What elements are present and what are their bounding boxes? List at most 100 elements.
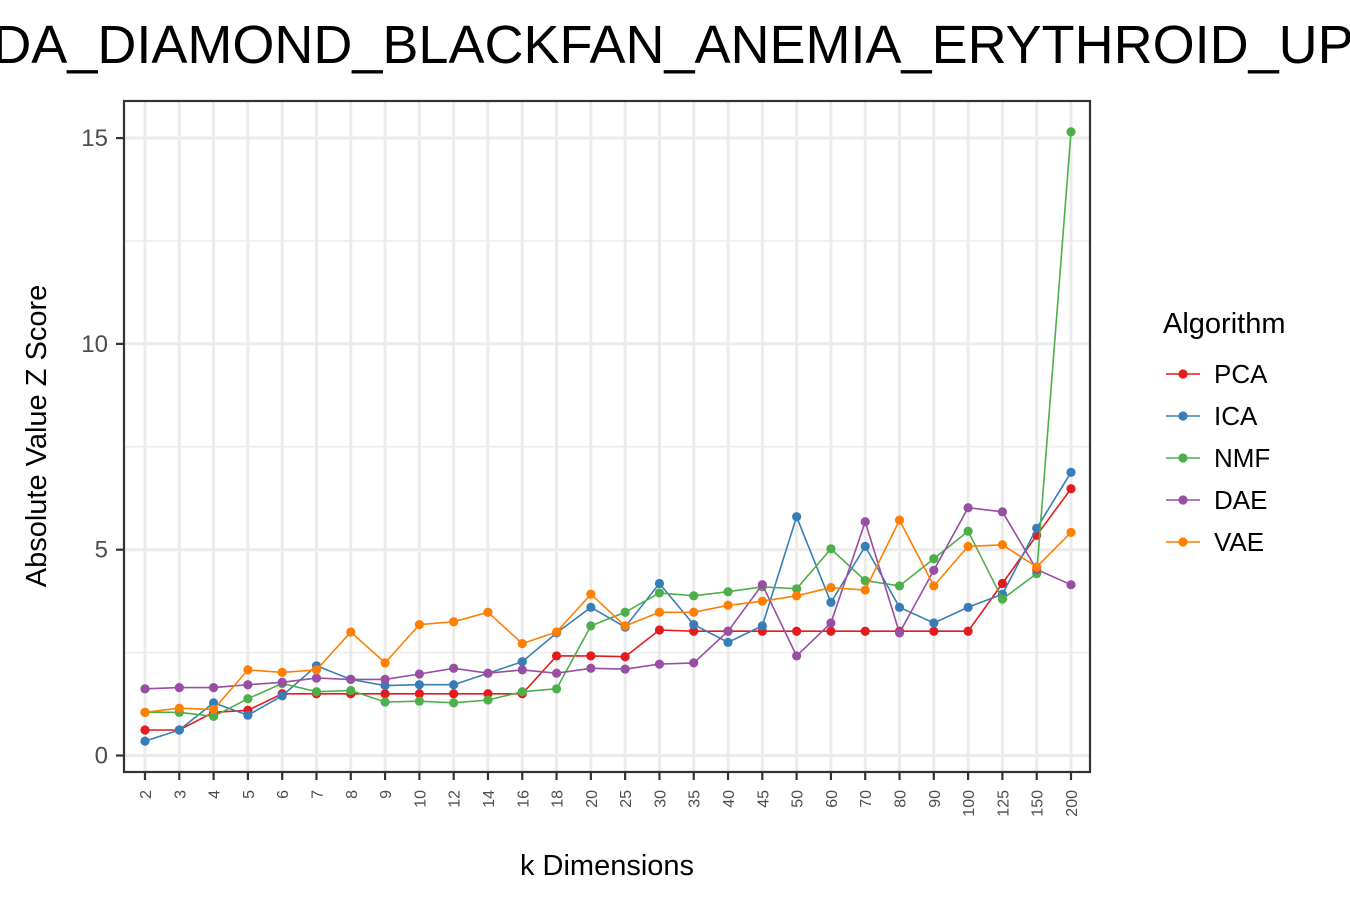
legend-label: ICA xyxy=(1214,401,1258,431)
data-point-vae xyxy=(1066,527,1076,538)
data-point-nmf xyxy=(997,594,1008,604)
data-point-dae xyxy=(311,673,322,683)
legend-item-ica: ICA xyxy=(1166,401,1258,431)
data-point-nmf xyxy=(963,526,973,536)
data-point-dae xyxy=(414,669,424,679)
x-tick-label: 70 xyxy=(858,790,875,808)
x-tick-label: 60 xyxy=(824,790,841,808)
legend-label: VAE xyxy=(1214,527,1264,557)
x-tick-label: 10 xyxy=(412,790,429,808)
data-point-nmf xyxy=(723,587,733,597)
data-point-dae xyxy=(894,628,905,638)
data-point-pca xyxy=(414,689,424,699)
x-tick-label: 18 xyxy=(550,790,567,808)
data-point-vae xyxy=(894,515,905,525)
data-point-vae xyxy=(517,638,527,649)
data-point-nmf xyxy=(792,584,802,594)
data-point-dae xyxy=(551,668,562,678)
data-point-nmf xyxy=(346,685,356,696)
data-point-dae xyxy=(140,684,150,694)
series-vae xyxy=(140,515,1076,717)
data-point-pca xyxy=(654,625,665,635)
data-point-vae xyxy=(140,707,150,717)
x-tick-label: 8 xyxy=(344,790,361,799)
data-point-nmf xyxy=(620,607,630,617)
data-point-ica xyxy=(860,541,870,552)
x-tick-label: 25 xyxy=(618,790,635,808)
data-point-pca xyxy=(963,626,973,636)
data-point-dae xyxy=(346,674,356,684)
data-point-ica xyxy=(723,637,733,647)
x-tick-label: 6 xyxy=(275,790,292,799)
data-point-ica xyxy=(517,657,527,667)
data-point-vae xyxy=(929,581,939,591)
data-point-vae xyxy=(483,607,493,617)
data-point-pca xyxy=(860,626,870,636)
data-point-nmf xyxy=(1066,127,1076,137)
data-point-vae xyxy=(243,665,253,675)
legend-label: DAE xyxy=(1214,485,1267,515)
data-point-nmf xyxy=(860,575,870,586)
data-point-vae xyxy=(586,589,596,599)
y-tick-label: 10 xyxy=(81,331,108,358)
legend-item-nmf: NMF xyxy=(1166,443,1270,473)
x-tick-label: 4 xyxy=(207,790,224,799)
data-point-pca xyxy=(1066,484,1076,494)
legend-key-point xyxy=(1178,411,1188,421)
data-point-ica xyxy=(963,602,973,612)
data-point-vae xyxy=(346,627,356,637)
series-line-pca xyxy=(145,488,1072,731)
data-point-ica xyxy=(1066,467,1076,477)
data-point-vae xyxy=(414,620,424,630)
chart-title: DA_DIAMOND_BLACKFAN_ANEMIA_ERYTHROID_UP xyxy=(0,15,1350,75)
y-tick-label: 0 xyxy=(95,743,108,770)
legend-item-dae: DAE xyxy=(1166,485,1267,515)
data-point-ica xyxy=(174,725,184,735)
data-point-ica xyxy=(449,680,459,690)
data-point-pca xyxy=(929,626,939,636)
data-point-vae xyxy=(654,607,665,617)
data-point-ica xyxy=(586,602,596,612)
data-point-nmf xyxy=(311,687,322,697)
x-axis: 2 3 4 5 6 7 8 9 10 12 14 16 18 20 25 30 35 40 45 50 60 70 80 90… xyxy=(138,772,1081,817)
x-tick-label: 45 xyxy=(755,790,772,808)
legend: Algorithm PCA ICA NMF DAE VAE xyxy=(1163,308,1286,557)
x-tick-label: 50 xyxy=(790,790,807,808)
x-tick-label: 150 xyxy=(1030,790,1047,817)
data-point-ica xyxy=(1032,523,1042,533)
legend-key-point xyxy=(1178,369,1188,379)
data-point-ica xyxy=(894,602,905,612)
data-point-pca xyxy=(380,689,390,699)
legend-key-point xyxy=(1178,495,1188,505)
x-tick-label: 7 xyxy=(309,790,326,799)
data-point-dae xyxy=(449,663,459,673)
data-point-pca xyxy=(620,652,630,662)
x-tick-label: 20 xyxy=(584,790,601,808)
data-point-ica xyxy=(792,512,802,522)
x-tick-label: 12 xyxy=(447,790,464,808)
data-point-dae xyxy=(792,651,802,661)
data-point-vae xyxy=(757,596,767,606)
x-tick-label: 5 xyxy=(241,790,258,799)
data-point-dae xyxy=(654,659,665,669)
x-tick-label: 16 xyxy=(515,790,532,808)
data-point-pca xyxy=(826,626,836,636)
data-point-dae xyxy=(689,658,699,668)
data-point-vae xyxy=(963,541,973,552)
data-point-dae xyxy=(620,664,630,674)
data-point-nmf xyxy=(243,694,253,704)
data-point-vae xyxy=(826,582,836,593)
data-point-vae xyxy=(997,540,1008,550)
series-ica xyxy=(140,467,1076,746)
data-point-pca xyxy=(140,725,150,735)
data-point-nmf xyxy=(551,684,562,694)
data-point-vae xyxy=(620,621,630,631)
data-point-pca xyxy=(792,626,802,636)
data-point-vae xyxy=(792,591,802,601)
data-point-dae xyxy=(757,580,767,590)
data-point-dae xyxy=(929,565,939,575)
plot-panel-border xyxy=(122,99,1092,774)
x-tick-label: 14 xyxy=(481,790,498,808)
data-point-nmf xyxy=(208,711,219,722)
legend-label: NMF xyxy=(1214,443,1270,473)
